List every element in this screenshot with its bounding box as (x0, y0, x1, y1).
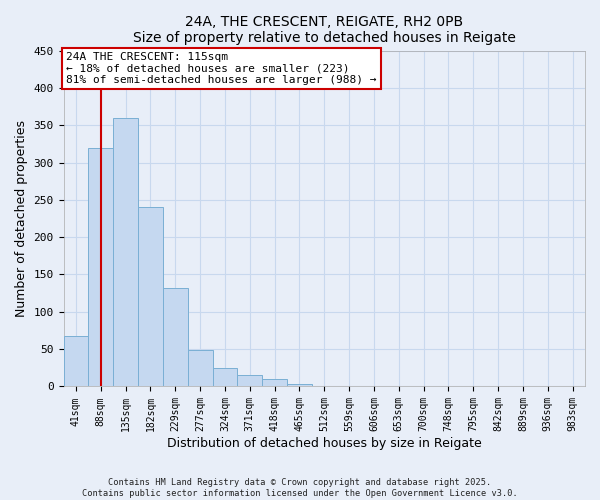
Bar (262, 379, 287, 386)
Bar (88, 148, 113, 386)
Bar (287, 384, 312, 386)
Bar (238, 376, 262, 386)
Bar (64, 336, 88, 386)
Y-axis label: Number of detached properties: Number of detached properties (15, 120, 28, 317)
Bar (188, 350, 212, 387)
Bar (138, 208, 163, 386)
Title: 24A, THE CRESCENT, REIGATE, RH2 0PB
Size of property relative to detached houses: 24A, THE CRESCENT, REIGATE, RH2 0PB Size… (133, 15, 516, 45)
Bar (113, 118, 138, 386)
Text: Contains HM Land Registry data © Crown copyright and database right 2025.
Contai: Contains HM Land Registry data © Crown c… (82, 478, 518, 498)
Bar (212, 368, 238, 386)
Text: 24A THE CRESCENT: 115sqm
← 18% of detached houses are smaller (223)
81% of semi-: 24A THE CRESCENT: 115sqm ← 18% of detach… (66, 52, 377, 86)
Bar (163, 288, 188, 386)
X-axis label: Distribution of detached houses by size in Reigate: Distribution of detached houses by size … (167, 437, 482, 450)
